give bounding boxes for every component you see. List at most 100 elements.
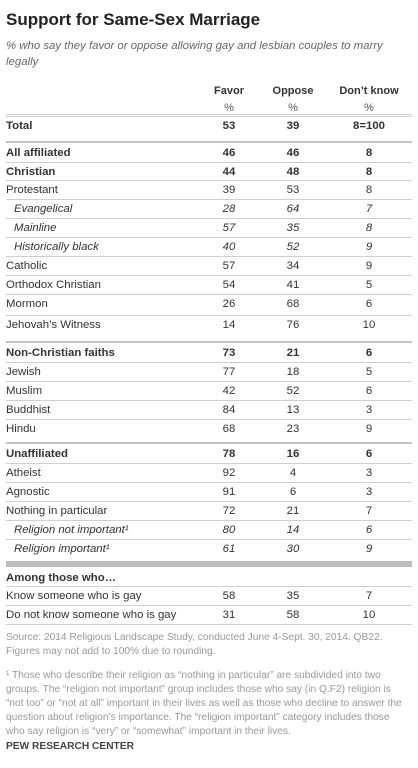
dont-know-value: 6 (365, 524, 373, 536)
row-divider (6, 315, 412, 316)
footnote: ¹ Those who describe their religion as “… (6, 670, 402, 737)
row-label: Catholic (6, 260, 48, 272)
favor-value: 31 (222, 609, 236, 621)
dont-know-value: 6 (365, 448, 373, 460)
oppose-value: 23 (286, 423, 300, 435)
row-divider (6, 539, 412, 540)
table-row: Hindu 68 23 9 (6, 420, 412, 438)
oppose-value: 58 (286, 609, 300, 621)
dont-know-value: 8 (365, 222, 373, 234)
table-row: Catholic 57 34 9 (6, 257, 412, 275)
row-divider (6, 180, 412, 181)
favor-value: 40 (222, 241, 236, 253)
oppose-value: 4 (289, 467, 297, 479)
favor-value: 14 (222, 319, 236, 331)
table-row: Nothing in particular 72 21 7 (6, 502, 412, 520)
favor-value: 57 (222, 222, 236, 234)
table-row: Jehovah’s Witness 14 76 10 (6, 316, 412, 334)
table-row: Agnostic 91 6 3 (6, 483, 412, 501)
table-row: Atheist 92 4 3 (6, 464, 412, 482)
table-row: Religion important¹ 61 30 9 (6, 540, 412, 558)
row-label: Jewish (6, 366, 41, 378)
table-row: Evangelical 28 64 7 (6, 200, 412, 218)
dont-know-value: 8 (365, 166, 373, 178)
oppose-value: 53 (286, 184, 300, 196)
favor-value: 28 (222, 203, 236, 215)
favor-value: 54 (222, 279, 236, 291)
table-row: Know someone who is gay 58 35 7 (6, 587, 412, 605)
table-row: Muslim 42 52 6 (6, 382, 412, 400)
table-row: Do not know someone who is gay 31 58 10 (6, 606, 412, 624)
row-divider (6, 463, 412, 464)
pew-logo-text: PEW RESEARCH CENTER (6, 741, 134, 752)
favor-value: 72 (222, 505, 236, 517)
table-row: Buddhist 84 13 3 (6, 401, 412, 419)
favor-value: 26 (222, 298, 236, 310)
row-divider (6, 141, 412, 143)
oppose-value: 34 (286, 260, 300, 272)
dont-know-value: 8 (365, 147, 373, 159)
oppose-value: 48 (286, 166, 300, 178)
oppose-value: 21 (286, 347, 300, 359)
among-heading-label: Among those who… (6, 572, 117, 584)
row-divider (6, 482, 412, 483)
dont-know-value: 6 (365, 347, 373, 359)
dont-know-value: 9 (365, 260, 373, 272)
row-label: Jehovah’s Witness (6, 319, 101, 331)
dont-know-value: 3 (365, 486, 373, 498)
dont-know-value: 3 (365, 404, 373, 416)
dont-know-value: 9 (365, 423, 373, 435)
row-divider (6, 605, 412, 606)
row-divider (6, 218, 412, 219)
source-note: Source: 2014 Religious Landscape Study, … (6, 632, 383, 657)
dont-know-value: 7 (365, 203, 373, 215)
row-label: Muslim (6, 385, 43, 397)
row-divider (6, 275, 412, 276)
table-row: Protestant 39 53 8 (6, 181, 412, 199)
row-label: Buddhist (6, 404, 51, 416)
dont-know-value: 3 (365, 467, 373, 479)
row-label: Christian (6, 166, 56, 178)
row-divider (6, 294, 412, 295)
row-divider (6, 586, 412, 587)
table-row: Jewish 77 18 5 (6, 363, 412, 381)
row-label: Unaffiliated (6, 448, 69, 460)
column-unit-favor: % (224, 102, 234, 114)
oppose-value: 46 (286, 147, 300, 159)
oppose-value: 16 (286, 448, 300, 460)
oppose-value: 30 (286, 543, 300, 555)
row-divider (6, 362, 412, 363)
row-label: Do not know someone who is gay (6, 609, 177, 621)
row-label: Religion important¹ (14, 543, 110, 555)
row-label: Total (6, 120, 33, 132)
row-label: Agnostic (6, 486, 50, 498)
table-row: Christian 44 48 8 (6, 163, 412, 181)
oppose-value: 21 (286, 505, 300, 517)
dont-know-value: 8 (365, 184, 373, 196)
chart-title: Support for Same-Sex Marriage (6, 10, 261, 29)
oppose-value: 14 (286, 524, 300, 536)
favor-value: 58 (222, 590, 236, 602)
row-divider (6, 419, 412, 420)
row-label: Non-Christian faiths (6, 347, 115, 359)
oppose-value: 76 (286, 319, 300, 331)
favor-value: 53 (222, 120, 236, 132)
among-heading: Among those who… (6, 569, 412, 587)
row-label: Atheist (6, 467, 41, 479)
dont-know-value: 6 (365, 298, 373, 310)
dont-know-value: 7 (365, 590, 373, 602)
row-label: Mainline (14, 222, 57, 234)
row-label: Evangelical (14, 203, 73, 215)
dont-know-value: 7 (365, 505, 373, 517)
oppose-value: 52 (286, 241, 300, 253)
row-divider (6, 199, 412, 200)
favor-value: 42 (222, 385, 236, 397)
favor-value: 84 (222, 404, 236, 416)
table-row: Mainline 57 35 8 (6, 219, 412, 237)
column-unit-dont-know: % (364, 102, 374, 114)
row-label: Protestant (6, 184, 58, 196)
column-header-favor: Favor (214, 85, 244, 97)
dont-know-value: 9 (365, 241, 373, 253)
oppose-value: 35 (286, 222, 300, 234)
row-label: Religion not important¹ (14, 524, 129, 536)
